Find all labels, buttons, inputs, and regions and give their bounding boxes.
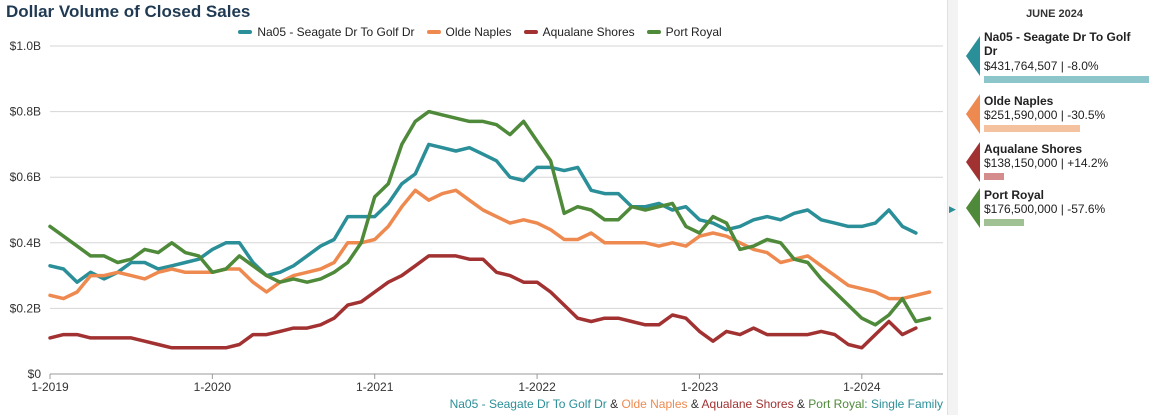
card-share-bar — [984, 76, 1149, 83]
card-value: $176,500,000 | -57.6% — [984, 202, 1106, 216]
footer-suffix: : Single Family — [864, 397, 943, 411]
y-tick-label: $0 — [28, 367, 42, 381]
x-tick-label: 1-2020 — [194, 380, 232, 394]
card-value: $431,764,507 | -8.0% — [984, 59, 1099, 73]
y-tick-label: $0.2B — [10, 301, 41, 315]
footer-series-name: Na05 - Seagate Dr To Golf Dr — [449, 397, 607, 411]
x-tick-label: 1-2024 — [843, 380, 881, 394]
x-tick-label: 1-2021 — [356, 380, 394, 394]
y-tick-label: $1.0B — [10, 39, 41, 53]
card-value: $138,150,000 | +14.2% — [984, 156, 1109, 170]
legend-item[interactable]: Aqualane Shores — [523, 25, 635, 39]
legend-label: Olde Naples — [445, 25, 512, 39]
footer-joiner: & — [687, 397, 702, 411]
y-tick-label: $0.8B — [10, 105, 41, 119]
legend-swatch — [426, 30, 441, 34]
line-chart: $0 $0.2B $0.4B $0.6B $0.8B $1.0B 1-2019 1-2020 1… — [10, 39, 943, 394]
panel-divider[interactable] — [947, 0, 958, 415]
x-tick-label: 1-2019 — [31, 380, 69, 394]
chart-title: Dollar Volume of Closed Sales — [6, 2, 251, 21]
legend-swatch — [238, 30, 253, 34]
card-value: $251,590,000 | -30.5% — [984, 108, 1106, 122]
summary-sidebar: JUNE 2024 Na05 - Seagate Dr To Golf Dr $4… — [960, 0, 1149, 415]
legend-item[interactable]: Port Royal — [646, 25, 722, 39]
card-share-bar — [984, 173, 1004, 180]
footer-series-name: Aqualane Shores — [701, 397, 794, 411]
series-line — [48, 142, 918, 284]
series-line — [48, 109, 932, 327]
card-name: Port Royal — [984, 188, 1045, 202]
y-tick-label: $0.6B — [10, 170, 41, 184]
chart-legend: Na05 - Seagate Dr To Golf Dr Olde Naples A… — [0, 23, 960, 39]
pointer-arrow-icon — [966, 142, 980, 182]
series-line — [48, 188, 932, 301]
collapse-arrow-icon[interactable]: ▶ — [949, 204, 956, 214]
legend-swatch — [523, 30, 538, 34]
legend-swatch — [646, 30, 661, 34]
footer-joiner: & — [606, 397, 622, 411]
legend-label: Aqualane Shores — [542, 25, 635, 39]
card-name: Olde Naples — [984, 94, 1054, 108]
legend-label: Na05 - Seagate Dr To Golf Dr — [257, 25, 415, 39]
pointer-arrow-icon — [966, 36, 980, 76]
legend-label: Port Royal — [665, 25, 722, 39]
footer-series-name: Port Royal — [808, 397, 865, 411]
legend-item[interactable]: Na05 - Seagate Dr To Golf Dr — [238, 25, 415, 39]
footer-joiner: & — [793, 397, 809, 411]
y-tick-label: $0.4B — [10, 236, 41, 250]
legend-item[interactable]: Olde Naples — [426, 25, 512, 39]
card-share-bar — [984, 219, 1024, 226]
x-tick-label: 1-2022 — [518, 380, 556, 394]
card-name: Na05 - Seagate Dr To Golf Dr — [984, 30, 1131, 58]
chart-footer-caption: Na05 - Seagate Dr To Golf Dr & Olde Napl… — [0, 397, 943, 411]
series-line — [48, 254, 918, 350]
pointer-arrow-icon — [966, 188, 980, 228]
pointer-arrow-icon — [966, 94, 980, 134]
period-label: JUNE 2024 — [1026, 8, 1083, 20]
footer-series-name: Olde Naples — [621, 397, 688, 411]
card-share-bar — [984, 125, 1080, 132]
x-tick-label: 1-2023 — [681, 380, 719, 394]
card-name: Aqualane Shores — [984, 142, 1083, 156]
